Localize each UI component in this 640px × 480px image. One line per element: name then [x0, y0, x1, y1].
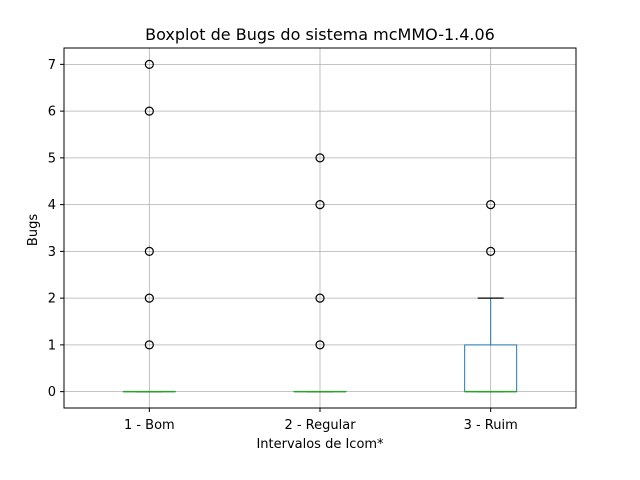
y-axis-label: Bugs	[26, 214, 41, 246]
x-tick-label: 3 - Ruim	[464, 418, 518, 433]
outlier-point	[144, 246, 154, 256]
outlier-point	[315, 340, 325, 350]
outlier-point	[315, 153, 325, 163]
y-tick-label: 0	[48, 385, 56, 400]
y-tick-label: 7	[48, 58, 56, 73]
outlier-point	[144, 59, 154, 69]
x-axis-label: Intervalos de Icom*	[256, 437, 384, 452]
y-tick-label: 6	[48, 105, 56, 120]
chart-title: Boxplot de Bugs do sistema mcMMO-1.4.06	[145, 25, 495, 44]
x-tick-label: 2 - Regular	[284, 418, 356, 433]
outlier-point	[144, 340, 154, 350]
y-tick-label: 2	[48, 292, 56, 307]
outlier-point	[144, 293, 154, 303]
y-tick-label: 1	[48, 338, 56, 353]
outlier-point	[486, 246, 496, 256]
plot-area: 0 1 2 3 4 5 6 7 1 - Bom 2 - Regular 3 - Ruim	[48, 47, 577, 433]
y-tick-label: 3	[48, 245, 56, 260]
y-tick-label: 5	[48, 151, 56, 166]
outlier-point	[144, 106, 154, 116]
outlier-point	[486, 200, 496, 210]
outlier-point	[315, 293, 325, 303]
x-tick-label: 1 - Bom	[124, 418, 175, 433]
outlier-point	[315, 200, 325, 210]
y-tick-label: 4	[48, 198, 56, 213]
